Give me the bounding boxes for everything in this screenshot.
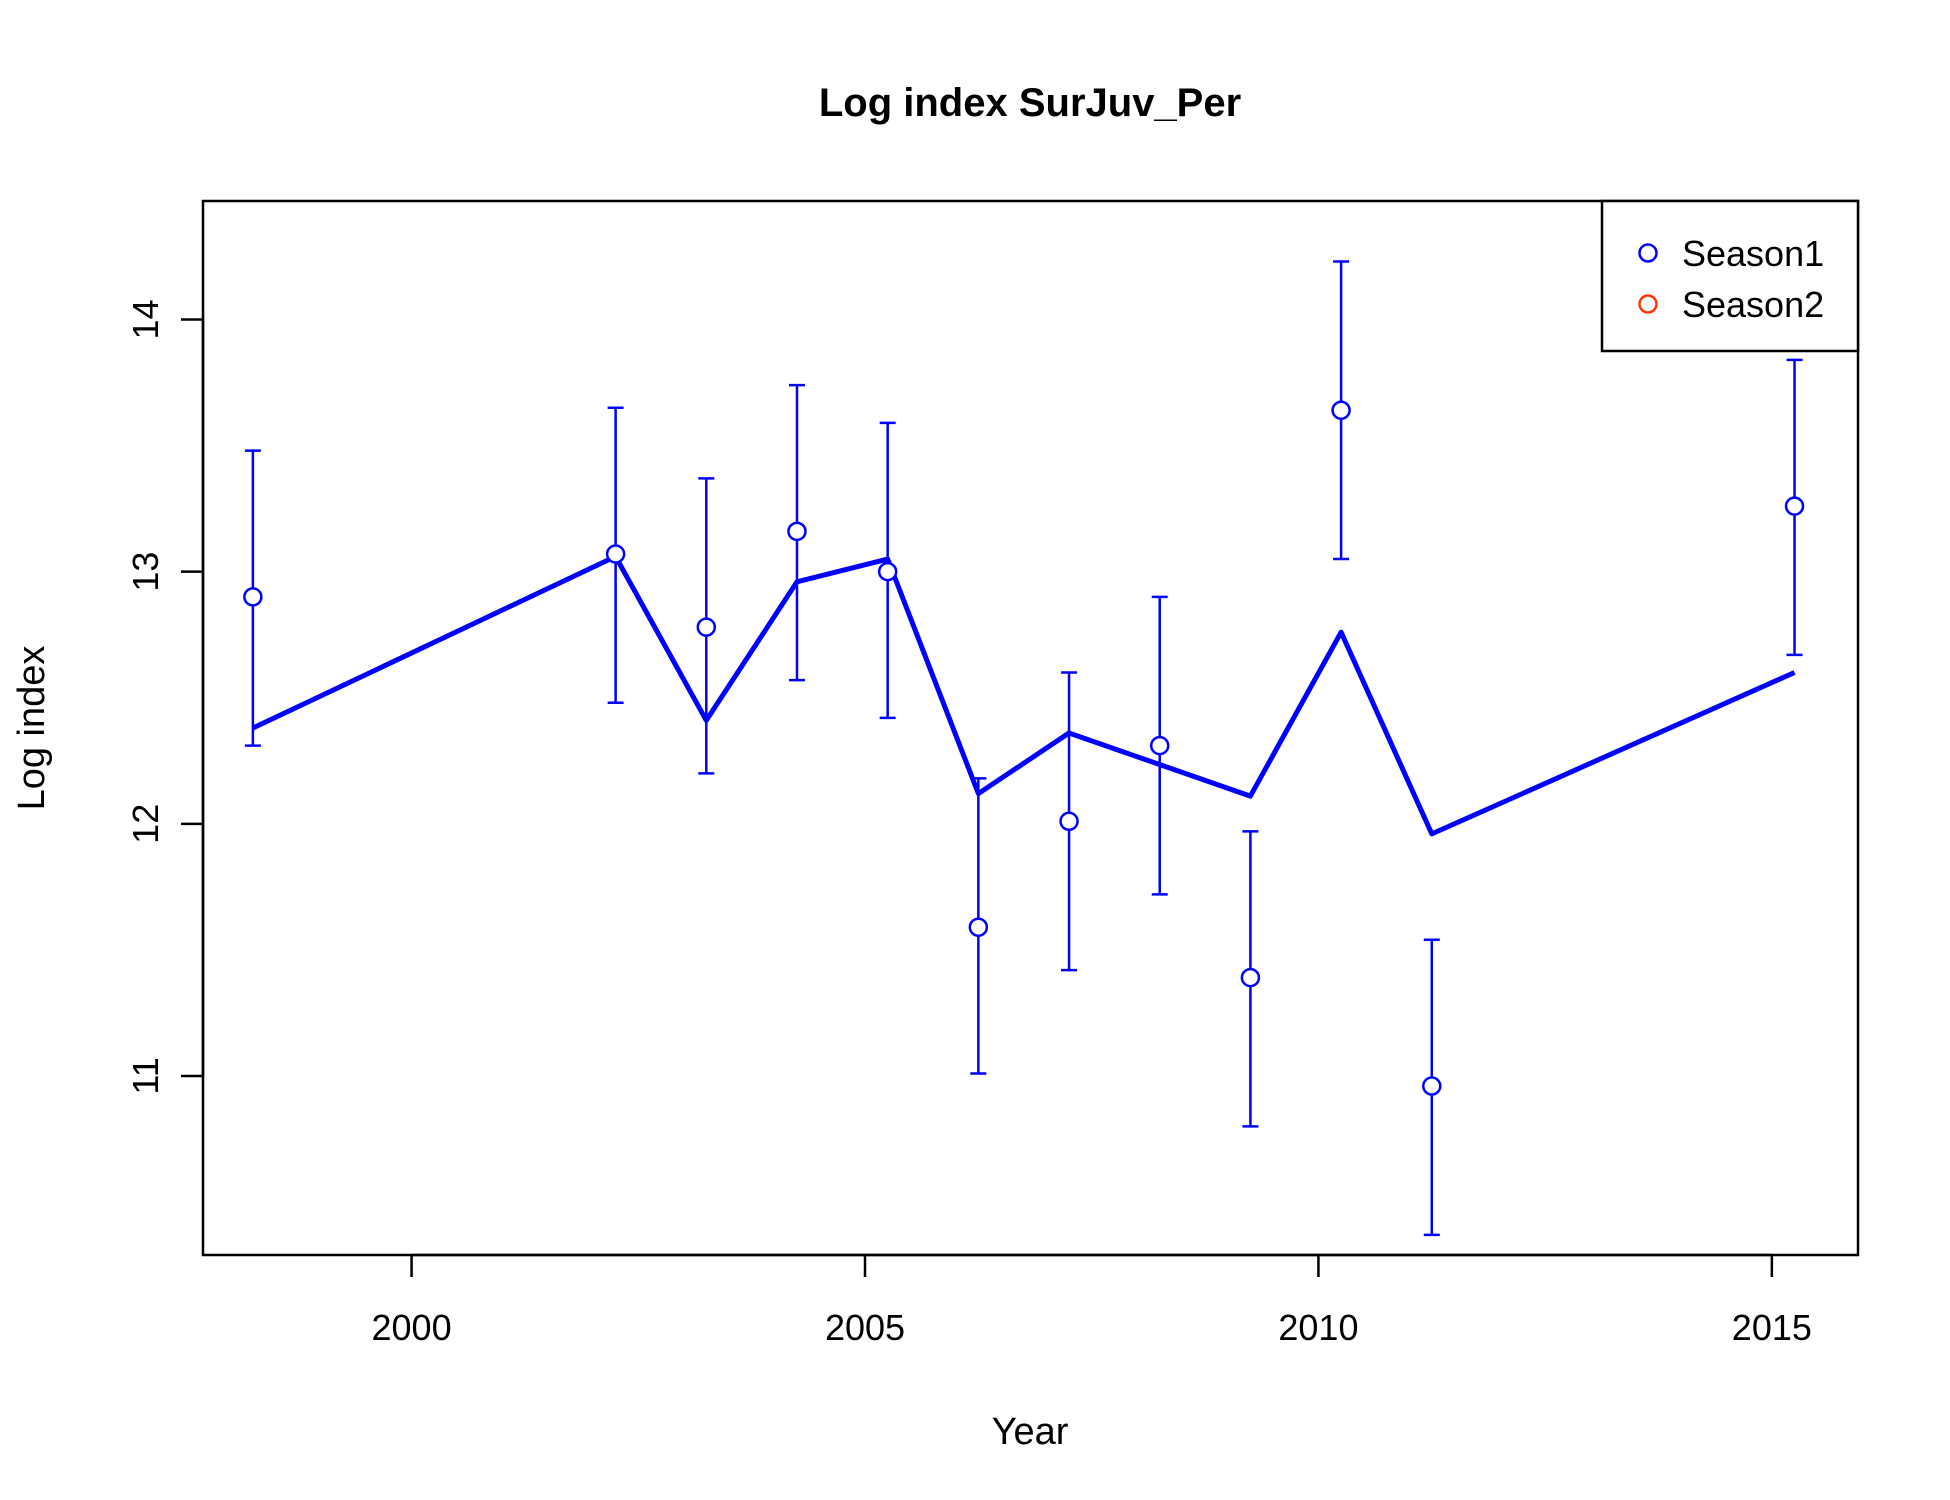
data-point <box>1422 1076 1442 1096</box>
chart-title: Log index SurJuv_Per <box>819 81 1241 125</box>
y-tick-label: 11 <box>125 1057 166 1094</box>
data-point <box>696 617 717 637</box>
data-point <box>877 561 898 582</box>
y-axis: 11 12 13 14 <box>125 299 205 1095</box>
legend-entries: Season1 Season2 <box>1638 233 1824 325</box>
x-tick-label: 2015 <box>1732 1307 1812 1348</box>
legend-marker <box>1638 294 1658 314</box>
legend-marker <box>1638 243 1658 263</box>
data-point <box>968 917 989 937</box>
x-tick-label: 2005 <box>825 1307 905 1348</box>
legend-label: Season1 <box>1682 233 1824 274</box>
y-tick-label: 14 <box>125 299 166 339</box>
plot-box <box>201 199 1860 1257</box>
data-point <box>1149 735 1170 756</box>
x-axis-label: Year <box>992 1411 1069 1453</box>
y-axis-label: Log index <box>11 646 53 811</box>
legend-box <box>1600 199 1860 353</box>
y-tick-label: 12 <box>125 804 166 844</box>
x-tick-label: 2010 <box>1278 1307 1358 1348</box>
data-point <box>1331 400 1351 421</box>
plot-area <box>243 260 1805 1237</box>
legend-label: Season2 <box>1682 284 1824 325</box>
data-point <box>787 521 807 542</box>
data-point <box>1240 967 1261 988</box>
legend: Season1 Season2 <box>1600 199 1860 353</box>
y-tick-label: 13 <box>125 552 166 592</box>
data-point <box>1059 811 1079 832</box>
data-point <box>605 544 626 564</box>
fitted-line <box>251 554 1796 837</box>
x-tick-label: 2000 <box>372 1307 452 1348</box>
x-axis: 2000 2005 2010 2015 <box>372 1253 1812 1348</box>
data-point <box>243 587 263 607</box>
data-point <box>1784 496 1805 516</box>
